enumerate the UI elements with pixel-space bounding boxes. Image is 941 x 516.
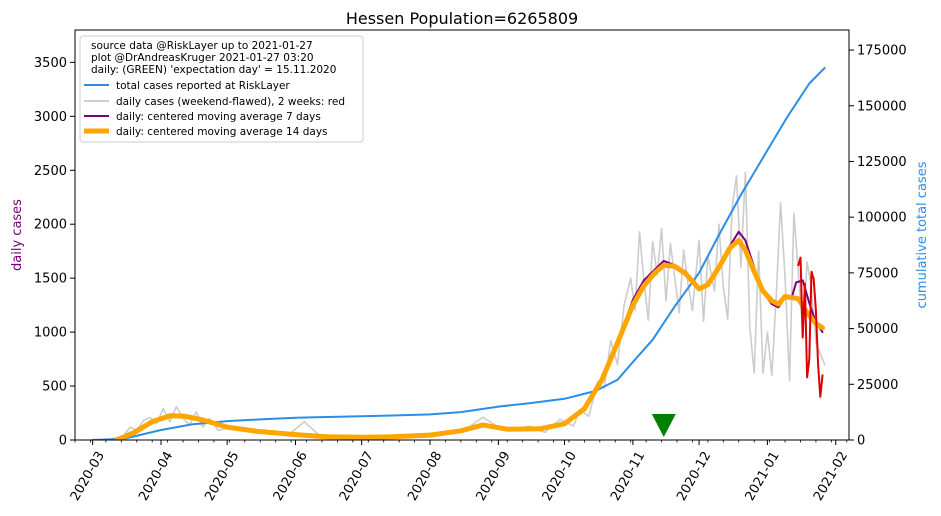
y-right-tick-label: 50000 bbox=[857, 322, 898, 337]
x-tick-label: 2021-01 bbox=[743, 449, 783, 504]
y-right-tick-label: 75000 bbox=[857, 266, 898, 281]
legend-box bbox=[79, 35, 364, 143]
y-left-tick-label: 0 bbox=[59, 434, 67, 449]
y-axis-right: 0 25000 50000 75000 100000 125000 150000 175000 bbox=[849, 44, 907, 449]
y-left-tick-label: 1000 bbox=[34, 326, 67, 341]
y-left-tick-label: 500 bbox=[42, 380, 67, 395]
y-axis-left-label: daily cases bbox=[10, 199, 25, 271]
x-tick-label: 2020-08 bbox=[405, 449, 445, 504]
legend-label-total: total cases reported at RiskLayer bbox=[116, 80, 290, 92]
legend-label-ma14: daily: centered moving average 14 days bbox=[116, 126, 328, 138]
y-axis-right-label: cumulative total cases bbox=[915, 161, 930, 308]
y-right-tick-label: 100000 bbox=[857, 211, 907, 226]
legend-label-daily: daily cases (weekend-flawed), 2 weeks: r… bbox=[116, 96, 345, 108]
y-axis-left: 0 500 1000 1500 2000 2500 3000 3500 bbox=[34, 56, 75, 449]
legend-note-line-2: plot @DrAndreasKruger 2021-01-27 03:20 bbox=[91, 52, 314, 64]
y-right-tick-label: 175000 bbox=[857, 44, 907, 59]
y-left-tick-label: 1500 bbox=[34, 272, 67, 287]
legend-note-line-3: daily: (GREEN) 'expectation day' = 15.11… bbox=[91, 64, 336, 76]
legend-label-ma7: daily: centered moving average 7 days bbox=[116, 111, 321, 123]
x-tick-label: 2020-12 bbox=[674, 449, 714, 504]
plot-area bbox=[91, 66, 826, 440]
x-tick-label: 2020-11 bbox=[608, 449, 648, 504]
y-left-tick-label: 2000 bbox=[34, 218, 67, 233]
x-tick-label: 2020-03 bbox=[68, 449, 108, 504]
series-daily-raw-line bbox=[107, 171, 826, 440]
series-last-2-weeks-line bbox=[797, 256, 824, 398]
chart-title: Hessen Population=6265809 bbox=[346, 9, 578, 28]
x-tick-label: 2021-02 bbox=[811, 449, 851, 504]
y-right-tick-label: 125000 bbox=[857, 155, 907, 170]
x-tick-label: 2020-05 bbox=[202, 449, 242, 504]
y-right-tick-label: 25000 bbox=[857, 378, 898, 393]
series-ma14-line bbox=[114, 237, 825, 440]
x-tick-label: 2020-10 bbox=[540, 449, 580, 504]
x-tick-label: 2020-07 bbox=[337, 449, 377, 504]
legend-note-line-1: source data @RiskLayer up to 2021-01-27 bbox=[91, 40, 313, 52]
y-right-tick-label: 150000 bbox=[857, 99, 907, 114]
x-tick-label: 2020-09 bbox=[474, 449, 514, 504]
plot-frame bbox=[74, 29, 850, 441]
legend: source data @RiskLayer up to 2021-01-27 … bbox=[79, 35, 364, 143]
series-total-line bbox=[91, 66, 826, 440]
y-right-tick-label: 0 bbox=[857, 434, 865, 449]
y-left-tick-label: 2500 bbox=[34, 164, 67, 179]
x-tick-label: 2020-04 bbox=[136, 449, 176, 504]
y-left-tick-label: 3500 bbox=[34, 56, 67, 71]
expectation-day-marker bbox=[651, 414, 676, 437]
y-left-tick-label: 3000 bbox=[34, 110, 67, 125]
x-tick-label: 2020-06 bbox=[271, 449, 311, 504]
x-axis: 2020-03 2020-04 2020-05 2020-06 2020-07 2020-… bbox=[68, 440, 851, 504]
